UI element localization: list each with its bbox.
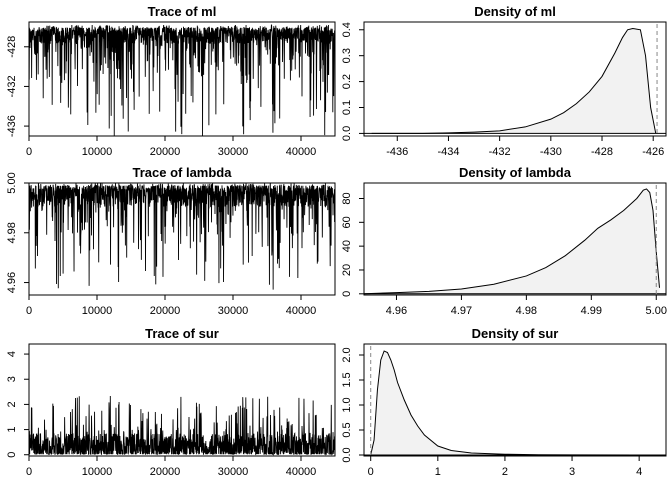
- x-tick-label: -426: [642, 146, 664, 158]
- y-tick-label: 4.98: [6, 222, 18, 243]
- x-tick-label: 0: [26, 305, 32, 317]
- x-tick-label: 20000: [150, 466, 181, 478]
- x-tick-label: 2: [502, 466, 508, 478]
- density-curve: [371, 27, 657, 134]
- x-tick-label: 0: [26, 146, 32, 158]
- trace-line: [28, 24, 336, 136]
- x-tick-label: 10000: [82, 466, 113, 478]
- x-tick-label: -430: [540, 146, 562, 158]
- y-tick-label: 1.0: [341, 397, 353, 412]
- panel-0: Trace of ml 0 10000 20000 30000 40000 -436 -432…: [6, 4, 336, 158]
- density-fill: [370, 351, 660, 455]
- y-tick-label: -432: [6, 75, 18, 97]
- y-tick-label: 2: [6, 401, 18, 407]
- plot-frame: [28, 343, 336, 457]
- y-tick-label: 40: [341, 240, 353, 252]
- panel-title: Density of lambda: [459, 165, 572, 180]
- y-tick-label: -436: [6, 115, 18, 137]
- y-tick-label: 20: [341, 264, 353, 276]
- panel-3: Density of lambda 4.96 4.97 4.98 4.99 5.00 0 20…: [341, 165, 667, 317]
- x-tick-label: 40000: [286, 305, 317, 317]
- y-tick-label: 1.5: [341, 372, 353, 387]
- plot-frame: [363, 343, 667, 457]
- panel-title: Density of sur: [472, 326, 559, 341]
- x-tick-label: 4.97: [451, 305, 472, 317]
- x-tick-label: 20000: [150, 305, 181, 317]
- x-tick-label: 4.96: [386, 305, 407, 317]
- x-tick-label: 30000: [218, 466, 249, 478]
- x-tick-label: 5.00: [646, 305, 667, 317]
- x-tick-label: -432: [489, 146, 511, 158]
- x-tick-label: 10000: [82, 305, 113, 317]
- x-tick-label: 0: [26, 466, 32, 478]
- y-tick-label: 2.0: [341, 347, 353, 362]
- x-tick-label: 4: [636, 466, 642, 478]
- panel-4: Trace of sur 0 10000 20000 30000 40000 0 1 2 3 4: [6, 326, 336, 478]
- y-tick-label: 0.3: [341, 48, 353, 63]
- x-tick-label: 40000: [286, 466, 317, 478]
- panel-title: Trace of lambda: [133, 165, 233, 180]
- x-tick-label: 3: [569, 466, 575, 478]
- y-tick-label: 0: [341, 291, 353, 297]
- plot-frame: [363, 182, 667, 296]
- y-tick-label: 4: [6, 351, 18, 357]
- y-tick-label: 0: [6, 452, 18, 458]
- x-tick-label: -428: [591, 146, 613, 158]
- panel-title: Density of ml: [474, 4, 556, 19]
- x-tick-label: 1: [435, 466, 441, 478]
- y-tick-label: 4.96: [6, 272, 18, 293]
- y-tick-label: 5.00: [6, 172, 18, 193]
- x-tick-label: 30000: [218, 146, 249, 158]
- y-tick-label: 80: [341, 192, 353, 204]
- plot-frame: [28, 182, 336, 296]
- y-tick-label: 0.0: [341, 126, 353, 141]
- density-curve: [363, 188, 661, 295]
- x-tick-label: -434: [437, 146, 459, 158]
- x-tick-label: 4.99: [581, 305, 602, 317]
- y-tick-label: 0.5: [341, 422, 353, 437]
- y-tick-label: 1: [6, 427, 18, 433]
- y-tick-label: 3: [6, 376, 18, 382]
- x-tick-label: 40000: [286, 146, 317, 158]
- x-tick-label: 4.98: [516, 305, 537, 317]
- trace-line: [28, 183, 336, 290]
- y-tick-label: 0.1: [341, 100, 353, 115]
- y-tick-label: 60: [341, 216, 353, 228]
- panel-2: Trace of lambda 0 10000 20000 30000 40000 4.96…: [6, 165, 336, 317]
- plot-frame: [363, 21, 667, 137]
- trace-line: [28, 396, 336, 456]
- y-tick-label: 0.4: [341, 22, 353, 37]
- plot-frame: [28, 21, 336, 137]
- panel-title: Trace of ml: [148, 4, 217, 19]
- x-tick-label: -436: [386, 146, 408, 158]
- y-tick-label: 0.0: [341, 447, 353, 462]
- x-tick-label: 20000: [150, 146, 181, 158]
- x-tick-label: 0: [368, 466, 374, 478]
- y-tick-label: 0.2: [341, 74, 353, 89]
- panel-1: Density of ml -436 -434 -432 -430 -428 -426 0.0…: [341, 4, 667, 158]
- density-fill: [371, 28, 656, 134]
- density-fill: [364, 188, 660, 294]
- panel-title: Trace of sur: [145, 326, 219, 341]
- x-tick-label: 10000: [82, 146, 113, 158]
- y-tick-label: -428: [6, 36, 18, 58]
- panel-5: Density of sur 0 1 2 3 4 0.0 0.5 1.0 1.5 2.0: [341, 326, 667, 478]
- density-curve: [370, 350, 660, 456]
- x-tick-label: 30000: [218, 305, 249, 317]
